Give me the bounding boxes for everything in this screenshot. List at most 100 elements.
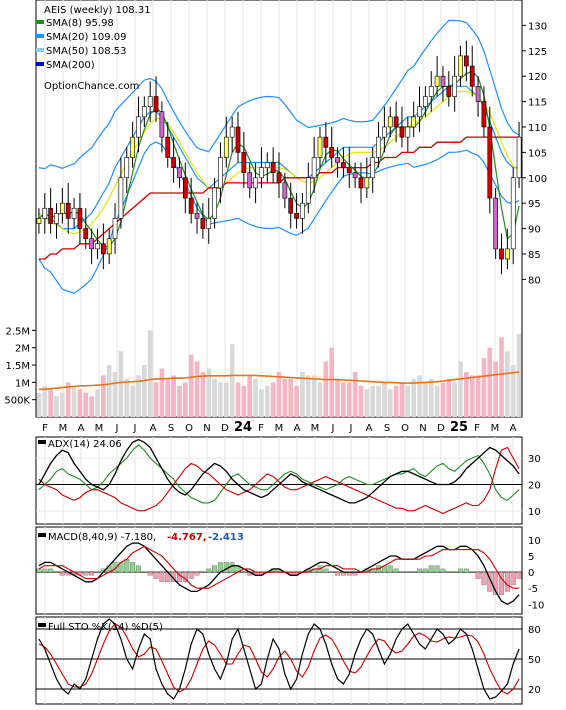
candle-body [36, 218, 42, 224]
macd-histogram-bar [130, 562, 136, 573]
month-label: J [115, 423, 119, 434]
macd-signal-line [38, 545, 520, 589]
candle-body [253, 177, 258, 189]
macd-tick-label: 10 [528, 536, 541, 547]
candle-body [393, 116, 399, 128]
volume-bar [317, 382, 323, 417]
candle-body [177, 167, 182, 179]
month-label: D [437, 423, 445, 434]
volume-bar [253, 378, 258, 417]
volume-bar [329, 347, 335, 417]
candle-body [112, 218, 118, 240]
volume-bar [106, 365, 112, 417]
candle-body [229, 126, 235, 138]
candle-body [159, 111, 165, 138]
macd-histogram-bar [469, 571, 475, 573]
candle-body [194, 213, 200, 219]
month-label: M [59, 423, 68, 434]
candle-body [147, 96, 153, 107]
candle-body [464, 55, 469, 67]
volume-bar [65, 382, 71, 417]
macd-histogram-bar [135, 565, 141, 573]
price-tick-label: 105 [528, 148, 547, 159]
macd-histogram-bar [329, 571, 335, 573]
macd-histogram-bar [188, 571, 194, 579]
volume-average-line [38, 371, 520, 391]
candle-body [165, 136, 171, 158]
stochastic-tick-label: 20 [528, 685, 541, 696]
macd-histogram-bar [59, 571, 65, 576]
candle-body [106, 238, 112, 255]
volume-tick-label: 500K [4, 396, 30, 407]
volume-bar [358, 385, 364, 417]
volume-bar [212, 378, 217, 417]
macd-histogram-bar [112, 562, 118, 573]
adx-tick-label: 20 [528, 480, 541, 491]
legend-swatch [36, 62, 44, 66]
candle-body [341, 162, 346, 168]
volume-bar [510, 365, 516, 417]
volume-bar [171, 375, 176, 417]
macd-line [38, 542, 520, 606]
stochastic-tick-label: 50 [528, 655, 541, 666]
candle-body [411, 116, 417, 128]
candle-body [264, 162, 270, 168]
volume-bar [376, 385, 381, 417]
month-label: O [185, 423, 193, 434]
volume-bar [481, 358, 487, 417]
candle-body [434, 75, 440, 87]
volume-tick-label: 1M [15, 378, 30, 389]
macd-histogram-bar [405, 571, 411, 573]
volume-bar [89, 396, 94, 417]
volume-bar [452, 382, 458, 417]
stochastic-swatch [38, 623, 46, 627]
volume-bar [218, 382, 223, 417]
candle-body [364, 177, 370, 189]
volume-bar [194, 361, 200, 417]
volume-bar [259, 389, 264, 417]
macd-histogram-bar [440, 568, 446, 573]
volume-bar [346, 382, 352, 417]
macd-histogram-bar [89, 571, 95, 576]
candle-body [387, 116, 393, 128]
volume-bar [71, 385, 77, 417]
volume-bar [95, 389, 100, 417]
macd-histogram-bar [493, 571, 499, 595]
macd-histogram-bar [417, 568, 423, 573]
volume-bar [77, 389, 83, 417]
macd-histogram-bar [83, 571, 89, 576]
macd-histogram-bar [42, 568, 48, 573]
adx-line [38, 438, 520, 504]
month-label: M [275, 423, 284, 434]
volume-bar [352, 371, 358, 417]
candle-body [370, 157, 376, 179]
price-tick-label: 110 [528, 123, 547, 134]
macd-histogram-bar [422, 568, 428, 573]
adx-title: ADX(14) 24.06 [48, 439, 122, 450]
month-label: M [491, 423, 500, 434]
candle-body [376, 136, 381, 158]
macd-histogram-bar [452, 571, 458, 573]
volume-bar [411, 378, 417, 417]
macd-histogram-bar [241, 571, 247, 573]
macd-histogram-bar [411, 571, 417, 573]
candle-body [352, 172, 358, 179]
candle-body [247, 172, 253, 189]
month-label: F [258, 423, 264, 434]
adx-tick-label: 30 [528, 454, 541, 465]
price-tick-label: 95 [528, 199, 541, 210]
candle-body [323, 136, 329, 148]
legend-swatch [36, 20, 44, 24]
legend-label: SMA(50) 108.53 [46, 46, 127, 57]
macd-histogram-bar [510, 571, 516, 586]
macd-tick-label: -5 [528, 584, 538, 595]
volume-bar [300, 371, 305, 417]
price-tick-label: 130 [528, 21, 547, 32]
macd-histogram-bar [387, 565, 393, 573]
price-tick-label: 80 [528, 275, 541, 286]
macd-histogram-bar [487, 571, 493, 592]
macd-histogram-bar [434, 565, 440, 573]
volume-bar [311, 375, 317, 417]
volume-bar [100, 375, 106, 417]
macd-histogram-bar [516, 571, 522, 579]
